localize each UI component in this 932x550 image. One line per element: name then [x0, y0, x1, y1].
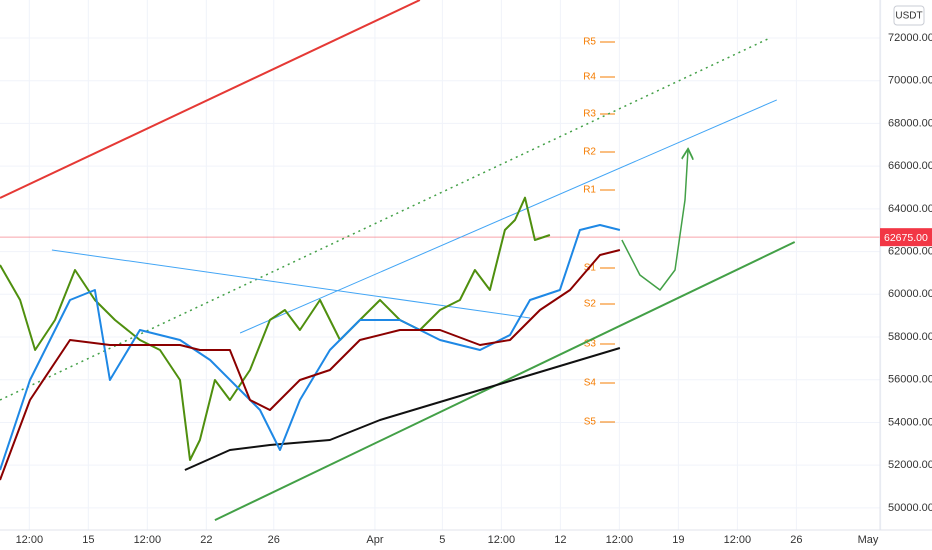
pivot-label: S1: [584, 263, 597, 274]
x-tick-label: 12:00: [16, 534, 44, 546]
last-price-label: 62675.00: [884, 232, 928, 244]
pivot-label: S5: [584, 417, 597, 428]
currency-box[interactable]: [893, 5, 925, 26]
currency: USDT: [895, 11, 922, 22]
x-tick-label: 12: [554, 534, 566, 546]
series-line: [0, 196, 551, 461]
y-tick-label: 72000.00: [888, 32, 932, 44]
last-price-box: [880, 228, 932, 247]
x-tick-label: 22: [200, 534, 212, 546]
pivot-label: R4: [583, 72, 596, 83]
pivot-label: R1: [583, 185, 596, 196]
x-tick-label: 15: [82, 534, 94, 546]
series-line: [0, 249, 621, 481]
pivot-label: R2: [583, 147, 596, 158]
series-line: [0, 0, 421, 199]
y-tick-label: 70000.00: [888, 75, 932, 87]
x-tick-label: 5: [439, 534, 445, 546]
series-line: [214, 241, 796, 522]
x-tick-label: 19: [672, 534, 684, 546]
series-line: [184, 347, 621, 471]
y-tick-label: 62000.00: [888, 245, 932, 257]
x-tick-label: 12:00: [724, 534, 752, 546]
x-tick-label: May: [858, 534, 879, 546]
y-tick-label: 52000.00: [888, 459, 932, 471]
y-tick-label: 54000.00: [888, 416, 932, 428]
series-line: [621, 150, 688, 291]
y-tick-label: 58000.00: [888, 331, 932, 343]
pivot-label: S3: [584, 339, 597, 350]
series-line: [0, 37, 771, 401]
y-tick-label: 56000.00: [888, 374, 932, 386]
x-tick-label: 12:00: [488, 534, 516, 546]
y-tick-label: 66000.00: [888, 160, 932, 172]
y-tick-label: 64000.00: [888, 203, 932, 215]
y-tick-label: 68000.00: [888, 117, 932, 129]
x-tick-label: Apr: [366, 534, 383, 546]
x-tick-label: 26: [268, 534, 280, 546]
pivot-label: S4: [584, 378, 597, 389]
pivot-label: S2: [584, 299, 597, 310]
x-tick-label: 12:00: [606, 534, 634, 546]
series-line: [0, 224, 621, 471]
y-tick-label: 60000.00: [888, 288, 932, 300]
series-line: [239, 99, 777, 334]
y-tick-label: 50000.00: [888, 502, 932, 514]
pivot-label: R3: [583, 109, 596, 120]
x-tick-label: 26: [790, 534, 802, 546]
x-tick-label: 12:00: [134, 534, 162, 546]
series-line: [51, 249, 531, 319]
pivot-label: R5: [583, 37, 596, 48]
